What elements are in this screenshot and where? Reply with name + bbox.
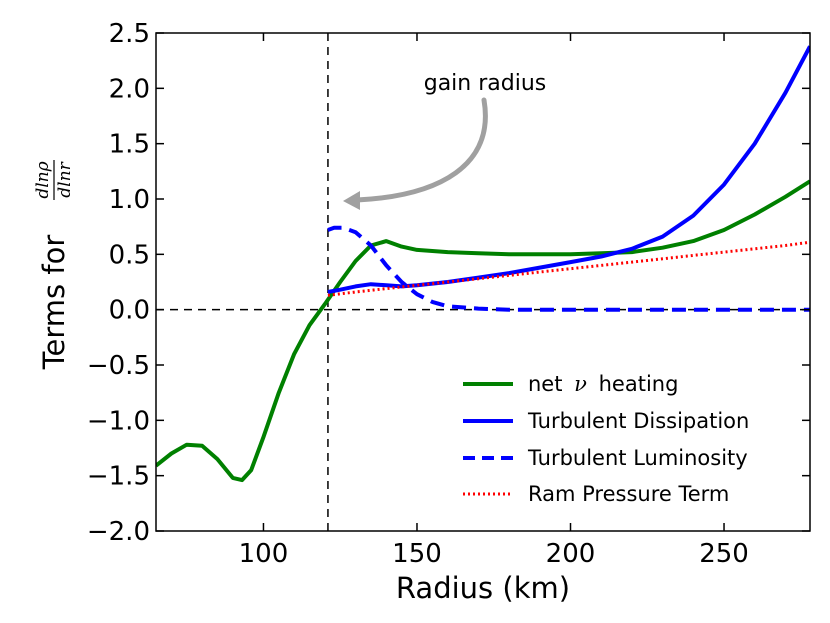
y-tick-label: 0.5 xyxy=(109,240,150,270)
y-tick-label: −1.5 xyxy=(87,462,150,492)
y-axis: −2.0 −1.5 −1.0 −0.5 0.0 0.5 1.0 1.5 2.0 2.5 xyxy=(87,19,810,547)
y-axis-title-prefix: Terms for xyxy=(37,235,71,371)
legend-label-ram-pressure: Ram Pressure Term xyxy=(528,482,729,506)
x-tick-label: 150 xyxy=(392,539,442,569)
y-tick-label: −1.0 xyxy=(87,406,150,436)
legend-label-net-nu-heating-prefix: net xyxy=(528,372,562,396)
y-tick-label: −0.5 xyxy=(87,351,150,381)
y-axis-title: Terms for dlnρ dlnr xyxy=(33,160,75,370)
y-tick-label: 0.0 xyxy=(109,296,150,326)
legend-label-net-nu-heating: net ν heating xyxy=(528,372,678,396)
y-axis-title-fraction-numerator: dlnρ xyxy=(33,161,53,198)
legend-label-turbulent-dissipation: Turbulent Dissipation xyxy=(527,409,749,433)
annotation-arrow-shaft xyxy=(354,97,488,203)
legend-label-net-nu-heating-suffix: heating xyxy=(599,372,679,396)
legend-label-turbulent-luminosity: Turbulent Luminosity xyxy=(527,446,748,470)
y-tick-label: −2.0 xyxy=(87,517,150,547)
series-net-nu-heating-line xyxy=(156,179,810,483)
x-tick-label: 250 xyxy=(699,539,749,569)
x-axis: 100 150 200 250 xyxy=(239,33,749,569)
x-tick-label: 100 xyxy=(239,539,289,569)
annotation-arrow-head xyxy=(343,191,360,210)
annotation-gain-radius: gain radius xyxy=(424,71,547,96)
y-tick-label: 1.0 xyxy=(109,185,150,215)
legend-label-nu-symbol: ν xyxy=(574,372,587,396)
y-tick-label: 2.0 xyxy=(109,74,150,104)
y-tick-label: 1.5 xyxy=(109,130,150,160)
y-axis-title-fraction-denominator: dlnr xyxy=(55,161,75,197)
legend: net ν heating Turbulent Dissipation Turb… xyxy=(463,372,749,506)
plot-frame xyxy=(155,32,811,532)
x-axis-title: Radius (km) xyxy=(396,571,570,605)
series-turbulent-luminosity-line xyxy=(327,225,810,312)
series-turbulent-dissipation-line xyxy=(327,45,810,294)
x-tick-label: 200 xyxy=(546,539,596,569)
y-tick-label: 2.5 xyxy=(109,19,150,49)
